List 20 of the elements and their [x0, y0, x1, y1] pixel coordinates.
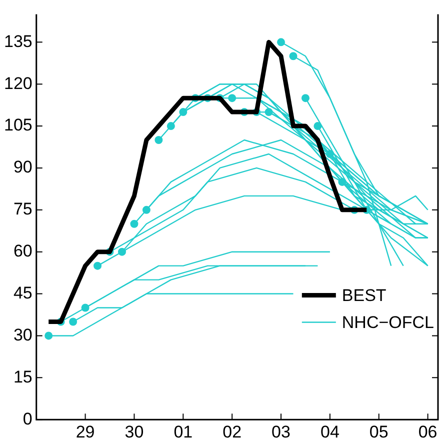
y-tick-label: 60 — [13, 242, 32, 261]
y-tick-label: 75 — [13, 200, 32, 219]
y-tick-label: 135 — [4, 32, 32, 51]
y-tick-label: 0 — [22, 409, 32, 428]
y-tick-label: 120 — [4, 74, 32, 93]
y-tick-label: 15 — [13, 367, 32, 386]
x-tick-label: 30 — [124, 422, 144, 442]
y-tick-label: 105 — [4, 116, 32, 135]
x-tick-label: 29 — [76, 422, 95, 442]
x-tick-label: 04 — [320, 422, 340, 442]
y-tick-label: 90 — [13, 158, 32, 177]
x-tick-label: 06 — [418, 422, 438, 442]
x-tick-label: 05 — [369, 422, 388, 442]
x-tick-label: 01 — [174, 422, 193, 442]
x-tick-label: 02 — [222, 422, 242, 442]
legend-label: BEST — [342, 286, 386, 305]
y-tick-label: 45 — [13, 283, 32, 302]
legend-label: NHC−OFCL — [342, 312, 434, 332]
x-tick-label: 03 — [272, 422, 290, 442]
y-tick-label: 30 — [13, 325, 32, 344]
